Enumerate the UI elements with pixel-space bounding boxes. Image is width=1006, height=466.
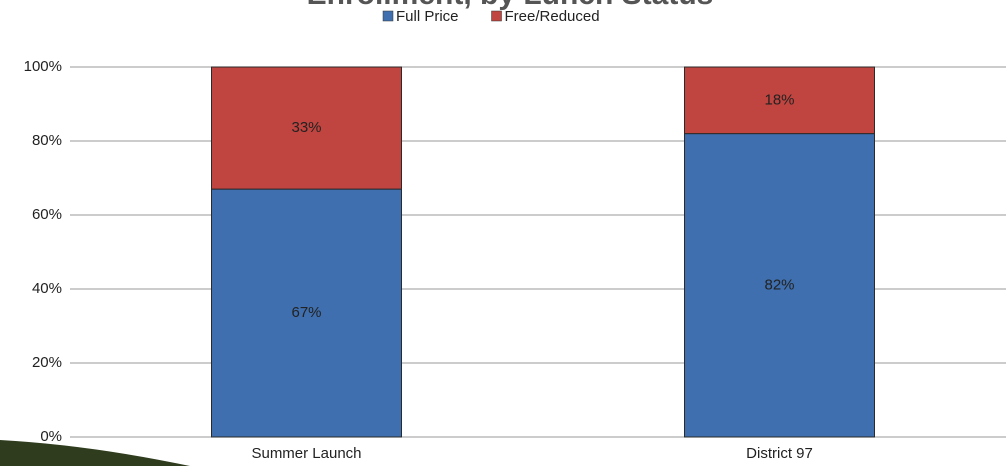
x-tick-label: District 97: [746, 445, 813, 462]
legend-label: Free/Reduced: [505, 8, 600, 25]
value-label: 82%: [764, 276, 794, 293]
value-label: 33%: [291, 119, 321, 136]
legend-swatch: [383, 11, 393, 21]
slide-decoration: [0, 440, 190, 466]
y-tick-label: 60%: [32, 206, 62, 223]
legend-swatch: [492, 11, 502, 21]
y-tick-label: 100%: [24, 58, 62, 75]
y-tick-label: 20%: [32, 354, 62, 371]
value-label: 18%: [764, 91, 794, 108]
x-tick-label: Summer Launch: [251, 445, 361, 462]
chart: Enrollment, by Lunch Status 0%20%40%60%8…: [0, 0, 1006, 466]
y-tick-label: 0%: [40, 428, 62, 445]
legend-label: Full Price: [396, 8, 459, 25]
y-tick-label: 40%: [32, 280, 62, 297]
y-tick-label: 80%: [32, 132, 62, 149]
value-label: 67%: [291, 304, 321, 321]
